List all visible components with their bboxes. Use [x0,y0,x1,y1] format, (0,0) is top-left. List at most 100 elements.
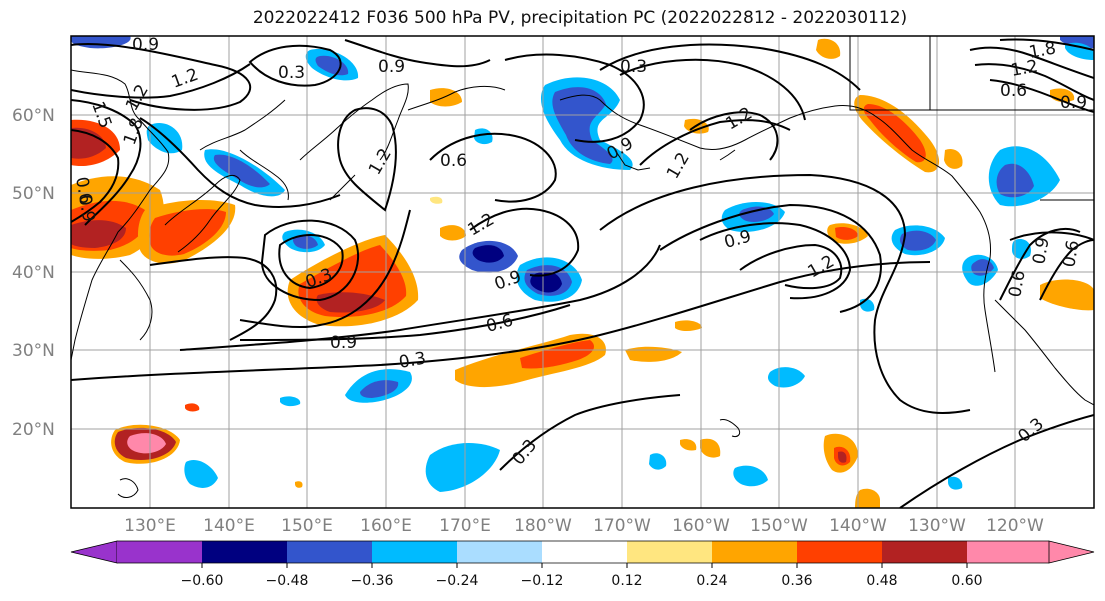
contour-1.2-central [469,207,580,277]
neg-anomaly-hawaii [425,443,500,492]
contour-0.6-aleutian [619,58,806,121]
contour-label: 0.9 [1060,93,1087,113]
lat-label: 20°N [12,420,55,440]
contour-label: 0.6 [440,151,467,171]
contour-1.2-trough [337,107,397,212]
contour-label: 0.9 [74,193,98,223]
colorbar-bin [117,541,202,563]
colorbar: −0.60 −0.48 −0.36 −0.24 −0.12 0.12 0.24 … [70,540,1095,589]
contour-0.6-ne [989,79,1094,113]
colorbar-min-extension [70,540,118,564]
colorbar-tick-label: 0.12 [611,573,642,589]
lon-label: 150°E [281,516,333,536]
colorbar-bin [712,541,797,563]
contour-label: 0.9 [378,57,405,77]
contour-1.5-siberia [71,99,142,226]
contour-label: 0.3 [278,63,305,83]
lon-label: 140°W [829,516,887,536]
contour-0.6-north-central [429,132,557,203]
neg-anomaly-aleutian-core [552,87,613,164]
colorbar-tick-label: −0.24 [436,573,479,589]
contour-label: 0.9 [132,35,159,55]
lon-label: 130°W [908,516,966,536]
contour-label: 1.8 [1027,39,1057,63]
colorbar-bin [797,541,882,563]
colorbar-bin [372,541,457,563]
lon-label: 180°W [514,516,572,536]
contour-label: 1.2 [1009,57,1039,81]
contour-label: 0.9 [1029,236,1053,266]
contour-label: 0.6 [71,175,95,205]
contour-label: 0.6 [1059,239,1083,269]
contour-0.9-ne [999,38,1094,51]
colorbar-max-extension [1048,540,1095,564]
contour-0.9-mid [699,222,852,300]
graticule [71,36,1094,508]
colorbar-tick-label: −0.12 [521,573,564,589]
colorbar-tick-label: 0.48 [866,573,897,589]
lon-label: 170°E [439,516,491,536]
contour-0.6-main [179,244,661,351]
pv-contours [71,38,1094,508]
contour-0.9-coast [1039,239,1094,301]
contour-0.6-alaska [639,119,791,166]
colorbar-bin [627,541,712,563]
contour-label: 0.3 [397,349,427,373]
contour-label: 0.6 [1000,81,1027,101]
colorbar-bin [457,541,542,563]
coastlines [71,36,1094,498]
contour-1.8-ne [969,46,1094,79]
colorbar-tick-label: 0.60 [951,573,982,589]
colorbar-tick-label: −0.60 [181,573,224,589]
contour-0.3-low [278,233,344,290]
lat-label: 30°N [12,341,55,361]
contour-1.2-japan [139,117,341,208]
contour-0.3-northeast [599,43,861,91]
colorbar-tick-label: −0.48 [266,573,309,589]
contour-0.6-low [260,219,360,302]
contour-0.3-east [599,173,971,414]
contour-label: 0.6 [1005,269,1029,299]
lon-label: 120°W [986,516,1044,536]
lon-label: 140°E [203,516,255,536]
contour-0.9-main [239,304,571,341]
colorbar-bin [882,541,967,563]
contour-0.9-north [344,39,491,68]
lon-label: 170°W [593,516,651,536]
map-title: 2022022412 F036 500 hPa PV, precipitatio… [252,8,908,28]
colorbar-tick-label: 0.36 [781,573,812,589]
contour-0.3-kamchatka [248,44,342,87]
contour-0.3-subtropics [499,394,681,471]
lon-label: 160°W [672,516,730,536]
contour-0.3-aleutian [504,53,645,143]
map-frame [70,35,1095,509]
colorbar-tick-label: −0.36 [351,573,394,589]
contour-1.2-alaska [689,111,779,161]
colorbar-bin [542,541,627,563]
contour-0.6-mid [659,203,882,313]
colorbar-tick-label: 0.24 [696,573,727,589]
contour-0.3-southeast [899,414,1094,508]
latitude-labels: 60°N 50°N 40°N 30°N 20°N [12,106,55,440]
colorbar-bin [287,541,372,563]
contour-1.2-mid [739,243,843,290]
contour-1.2-ne [974,63,1094,101]
contour-0.9-kuroshio [239,209,411,329]
colorbar-bin [967,541,1049,563]
contour-0.6-coast [999,227,1081,301]
contour-1.2-nw [71,63,251,99]
longitude-labels: 130°E 140°E 150°E 160°E 170°E 180°W 170°… [124,516,1044,536]
lat-label: 60°N [12,106,55,126]
contour-0.3-main [71,261,931,381]
lon-label: 160°E [360,516,412,536]
lon-label: 150°W [750,516,808,536]
colorbar-bin [202,541,287,563]
contour-0.6-eastlow [1009,231,1094,241]
contour-label: 0.3 [620,57,647,77]
contour-1.8-siberia [71,129,120,223]
contour-0.9-west [71,43,252,111]
lon-label: 130°E [124,516,176,536]
lat-label: 40°N [12,263,55,283]
contour-label: 0.9 [330,333,357,353]
